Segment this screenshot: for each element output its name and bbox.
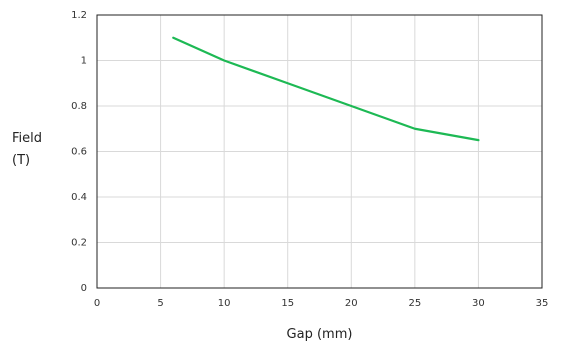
x-tick-label-2: 10 [218, 298, 231, 309]
y-tick-label-0: 0 [81, 283, 87, 294]
x-tick-label-3: 15 [281, 298, 294, 309]
x-tick-label-1: 5 [157, 298, 163, 309]
x-tick-label-6: 30 [472, 298, 485, 309]
x-axis-title: Gap (mm) [287, 327, 353, 342]
y-tick-label-6: 1.2 [71, 10, 87, 21]
tick-labels: 0 5 10 15 20 25 30 35 0 0.2 0.4 0.6 0.8 1 1.2 [71, 10, 548, 309]
y-tick-label-1: 0.2 [71, 238, 87, 249]
y-tick-label-4: 0.8 [71, 101, 87, 112]
grid-lines [96, 14, 543, 289]
x-tick-label-4: 20 [345, 298, 358, 309]
series-layer [172, 36, 480, 142]
series-line-0 [172, 36, 480, 142]
y-tick-label-2: 0.4 [71, 192, 87, 203]
y-axis-title-line-1: Field [12, 131, 42, 146]
y-axis-title-line-2: (T) [12, 153, 30, 168]
x-tick-label-0: 0 [94, 298, 100, 309]
axes [96, 14, 543, 289]
y-tick-label-3: 0.6 [71, 147, 87, 158]
x-tick-label-7: 35 [536, 298, 549, 309]
y-tick-label-5: 1 [81, 56, 87, 67]
x-tick-label-5: 25 [408, 298, 421, 309]
plot-border [96, 14, 543, 289]
